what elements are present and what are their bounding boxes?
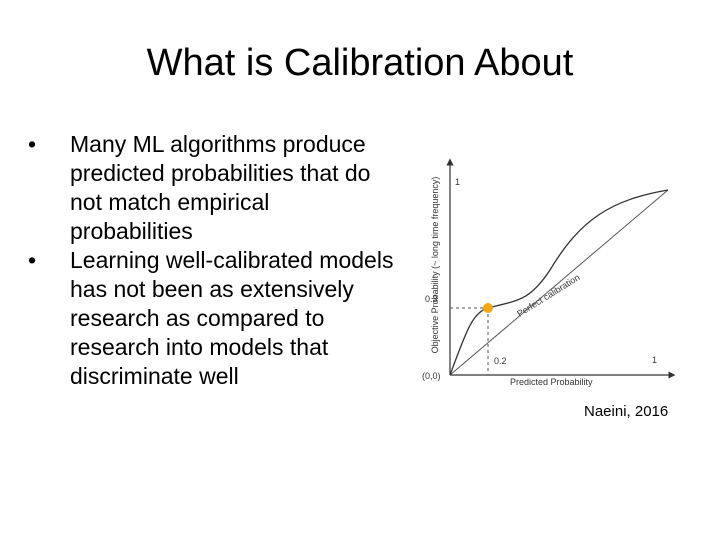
calibration-curve [449, 189, 669, 376]
axis-title: Predicted Probability [510, 377, 593, 387]
highlight-point [483, 303, 493, 313]
bullet: Many ML algorithms produce predicted pro… [28, 130, 398, 246]
axis-label: 0.2 [494, 356, 507, 366]
bullet: Learning well-calibrated models has not … [28, 246, 398, 391]
axis-label: 1 [652, 355, 657, 365]
diagonal-label: Perfect calibration [515, 272, 581, 319]
axis-label: (0,0) [422, 371, 441, 381]
calibration-figure: 1 0.3 0.2 1 (0,0) Predicted Probability … [422, 158, 676, 387]
axis-label: 0.3 [425, 294, 438, 304]
axis-label: 1 [455, 177, 460, 187]
axis-title: Objective Probability (~ long time frequ… [430, 177, 440, 354]
diagonal [449, 189, 669, 376]
caption: Naeini, 2016 [584, 403, 669, 420]
slide-title: What is Calibration About [146, 42, 574, 84]
bullet-list: Many ML algorithms produce predicted pro… [28, 130, 398, 391]
